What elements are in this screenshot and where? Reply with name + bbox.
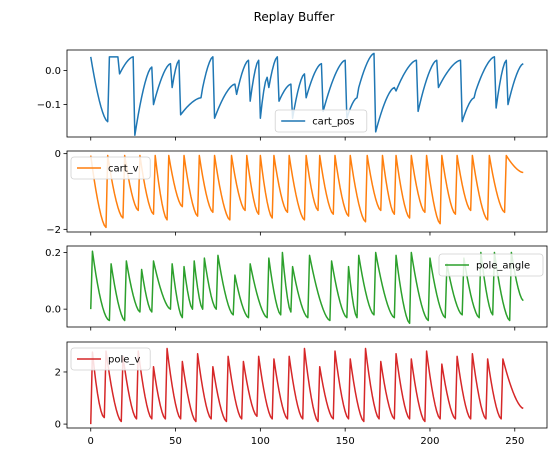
y-tick-label: 2 [55, 367, 61, 378]
x-tick-label: 100 [251, 436, 270, 447]
axes-frame [66, 49, 548, 138]
legend-label: pole_angle [476, 261, 530, 272]
legend-box [438, 253, 544, 277]
y-tick-label: 0.0 [45, 66, 61, 77]
legend-box [274, 109, 368, 133]
legend-box [70, 347, 151, 371]
x-tick-label: 200 [420, 436, 439, 447]
axes-frame [66, 245, 548, 328]
x-tick-label: 50 [169, 436, 182, 447]
y-tick-label: 0.0 [45, 305, 61, 316]
x-tick-label: 0 [88, 436, 94, 447]
y-tick-label: 0 [55, 420, 61, 431]
series-line-cart_pos [90, 52, 524, 137]
legend-pole_v: pole_v [70, 347, 151, 371]
y-tick-label: 0.2 [45, 248, 61, 259]
x-tick-label: 250 [505, 436, 524, 447]
x-tick-label: 150 [336, 436, 355, 447]
series-line-pole_angle [90, 250, 524, 325]
legend-box [70, 156, 151, 180]
legend-cart_v: cart_v [70, 156, 151, 180]
axes-frame [66, 341, 548, 429]
legend-pole_angle: pole_angle [438, 253, 544, 277]
subplot-cart_v: 0 −2 cart_v [46, 149, 548, 236]
legend-cart_pos: cart_pos [274, 109, 368, 133]
legend-label: cart_pos [312, 117, 354, 128]
y-tick-label: −2 [46, 225, 61, 236]
y-tick-label: −0.1 [37, 100, 61, 111]
axes-frame [66, 150, 548, 233]
subplot-cart_pos: 0.0 −0.1 cart_pos [37, 49, 548, 141]
legend-label: cart_v [108, 164, 139, 175]
series-line-cart_v [90, 154, 524, 229]
legend-label: pole_v [108, 355, 140, 366]
series-line-pole_v [90, 347, 524, 425]
figure-title: Replay Buffer [254, 10, 335, 24]
y-tick-label: 0 [55, 149, 61, 160]
subplot-pole_angle: 0.2 0.0 pole_angle [45, 245, 548, 331]
